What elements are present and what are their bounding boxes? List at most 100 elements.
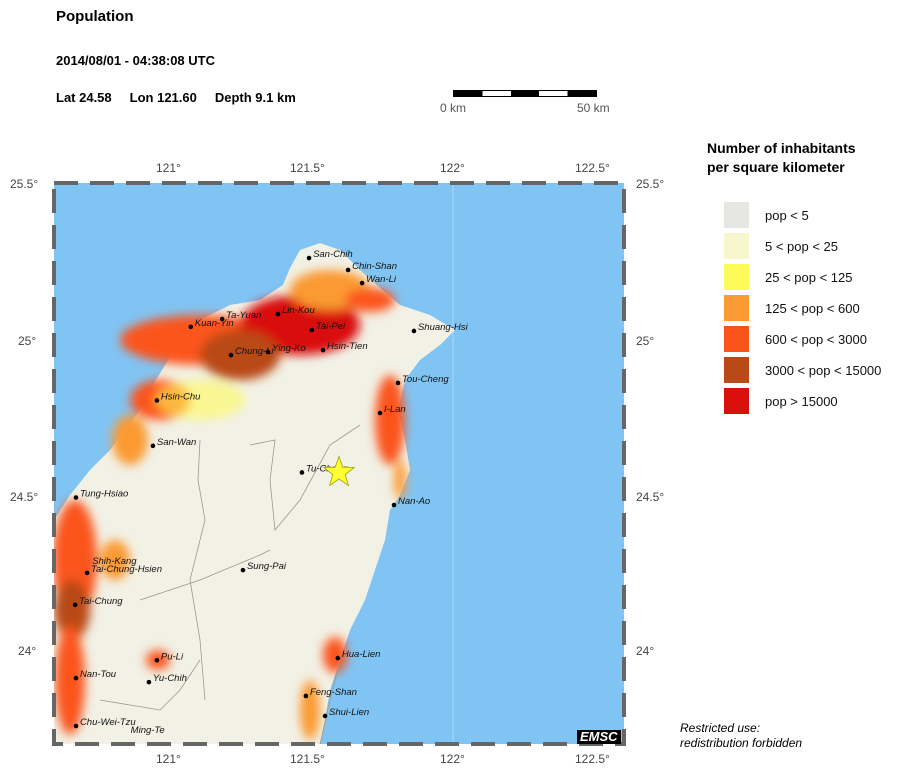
legend-swatch [724, 388, 749, 414]
lon-tick: 122° [440, 161, 465, 175]
lat-tick: 24.5° [636, 490, 665, 504]
lon-tick: 121° [156, 752, 181, 766]
city-label: Tou-Cheng [402, 374, 449, 385]
legend-item: 3000 < pop < 15000 [724, 357, 881, 383]
lat-tick: 25.5° [636, 177, 665, 191]
city-marker: Shuang-Hsi [411, 322, 468, 334]
city-label: Tung-Hsiao [80, 489, 128, 500]
city-label: Hua-Lien [342, 649, 381, 660]
city-label: Feng-Shan [310, 687, 357, 698]
note-line: Restricted use: [680, 721, 761, 735]
legend-title: Number of inhabitants per square kilomete… [707, 139, 856, 177]
legend-swatch [724, 264, 749, 290]
city-marker: Tai-Chung-Hsien [84, 564, 162, 576]
legend-item: pop < 5 [724, 202, 809, 228]
city-dot-icon [188, 324, 194, 330]
lon-tick: 121.5° [290, 752, 325, 766]
legend-label: pop > 15000 [765, 393, 838, 409]
city-label: Hsin-Tien [327, 341, 368, 352]
legend-item: 25 < pop < 125 [724, 264, 852, 290]
city-dot-icon [154, 657, 160, 663]
city-label: Yu-Chih [153, 673, 187, 684]
city-label: Shih-Kang [92, 556, 137, 567]
city-label: Sung-Pai [247, 561, 287, 572]
land [54, 243, 455, 744]
city-marker: Tai-Chung [72, 596, 123, 608]
city-dot-icon [73, 675, 79, 681]
lat-tick: 24.5° [10, 490, 39, 504]
event-location: Lat 24.58 Lon 121.60 Depth 9.1 km [56, 90, 314, 105]
city-marker: Ta-Yuan [219, 310, 261, 322]
city-marker: Hsin-Chu [154, 391, 201, 403]
city-label: Hsin-Chu [161, 391, 201, 402]
legend-swatch [724, 326, 749, 352]
legend-label: 3000 < pop < 15000 [765, 362, 882, 378]
scale-start-label: 0 km [440, 101, 467, 115]
city-dot-icon [377, 410, 383, 416]
lon-tick: 122° [440, 752, 465, 766]
city-marker: Sung-Pai [240, 561, 287, 573]
city-marker: Chu-Wei-Tzu [73, 717, 136, 729]
lat-tick: 25° [636, 334, 655, 348]
legend-swatch [724, 202, 749, 228]
longitude: Lon 121.60 [129, 90, 197, 105]
city-marker: Kuan-Yin [188, 318, 234, 330]
city-label: Shui-Lien [329, 707, 369, 718]
city-dot-icon [309, 327, 315, 333]
note-line: redistribution forbidden [680, 736, 803, 750]
city-label: Tai-Pei [316, 321, 346, 332]
lat-tick: 25.5° [10, 177, 39, 191]
event-datetime: 2014/08/01 - 04:38:08 UTC [56, 53, 215, 68]
city-dot-icon [275, 311, 281, 317]
latitude: Lat 24.58 [56, 90, 112, 105]
city-marker: Tung-Hsiao [73, 489, 128, 500]
city-label: Ying-Ko [272, 343, 306, 354]
city-marker: Shui-Lien [322, 707, 369, 719]
city-marker: San-Wan [150, 437, 196, 449]
city-marker: Chin-Shan [345, 261, 397, 273]
city-label: Nan-Tou [80, 669, 117, 680]
city-label: San-Chih [313, 249, 353, 260]
city-dot-icon [72, 602, 78, 608]
epicenter-star-icon [322, 455, 356, 487]
city-label: Lin-Kou [282, 305, 315, 316]
city-marker: Shih-Kang [92, 556, 137, 567]
city-dot-icon [265, 349, 271, 355]
city-marker: Ying-Ko [265, 343, 306, 355]
city-marker: Tou-Cheng [395, 374, 449, 386]
county-boundaries [99, 424, 361, 744]
population-density-layer [54, 270, 406, 740]
lon-tick: 122.5° [575, 752, 610, 766]
lat-tick: 25° [18, 334, 37, 348]
legend-item: pop > 15000 [724, 388, 838, 414]
city-dot-icon [411, 328, 417, 334]
city-label: Chu-Wei-Tzu [80, 717, 136, 728]
city-dot-icon [299, 470, 305, 475]
legend-label: 25 < pop < 125 [765, 269, 853, 285]
city-dot-icon [345, 267, 351, 273]
city-dot-icon [391, 502, 397, 508]
city-label: Tai-Chung [79, 596, 123, 607]
legend-label: 5 < pop < 25 [765, 238, 839, 254]
city-label: Pu-Li [161, 651, 184, 662]
map-title: Population [56, 8, 134, 25]
city-dot-icon [322, 713, 328, 719]
legend-title-line: Number of inhabitants [707, 140, 856, 156]
city-label: Chin-Shan [352, 261, 397, 272]
city-dot-icon [240, 567, 246, 573]
lat-tick: 24° [18, 644, 37, 658]
city-label: Chung-Li [235, 346, 274, 357]
city-dot-icon [320, 347, 326, 353]
city-marker: Hua-Lien [335, 649, 381, 661]
legend-label: 125 < pop < 600 [765, 300, 860, 316]
city-dot-icon [228, 352, 234, 358]
legend-item: 600 < pop < 3000 [724, 326, 867, 352]
city-label: San-Wan [157, 437, 196, 448]
legend-swatch [724, 357, 749, 383]
city-label: Ming-Te [131, 725, 165, 736]
city-dot-icon [154, 398, 160, 403]
city-dot-icon [219, 316, 225, 322]
city-dot-icon [395, 380, 401, 386]
city-marker: Nan-Ao [391, 496, 430, 508]
